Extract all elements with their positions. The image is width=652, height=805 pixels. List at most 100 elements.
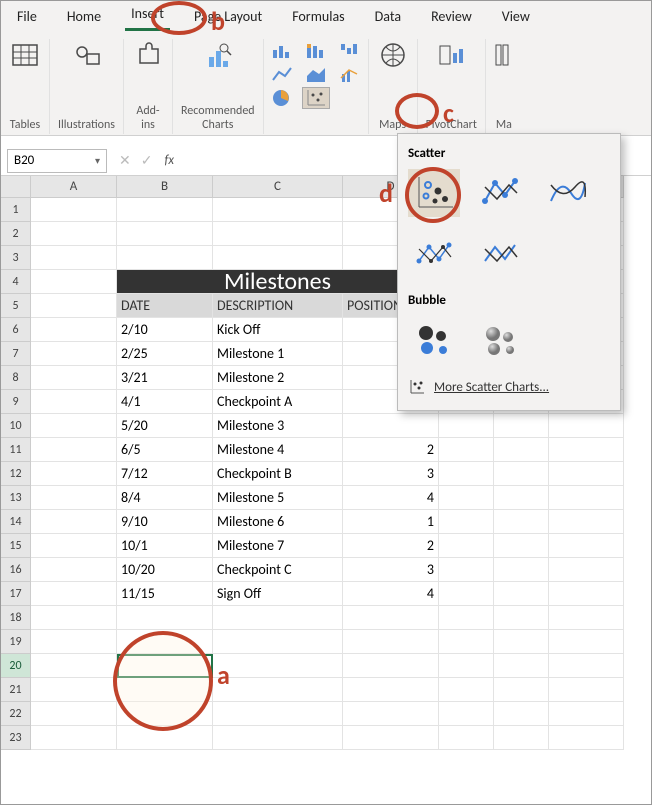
cell[interactable] (117, 198, 213, 222)
row-header[interactable]: 8 (1, 366, 31, 390)
cell[interactable] (31, 366, 117, 390)
table-header[interactable]: DESCRIPTION (213, 294, 343, 318)
cell[interactable] (494, 582, 549, 606)
select-all-corner[interactable] (1, 176, 31, 198)
fx-icon[interactable]: fx (164, 153, 174, 168)
cell[interactable] (549, 582, 624, 606)
cell[interactable]: Checkpoint A (213, 390, 343, 414)
cell[interactable]: 7/12 (117, 462, 213, 486)
ribbon-pivotchart[interactable]: PivotChart (418, 39, 486, 134)
cell[interactable] (213, 606, 343, 630)
cell[interactable] (549, 678, 624, 702)
cell[interactable] (31, 390, 117, 414)
cell[interactable] (494, 462, 549, 486)
menu-page-layout[interactable]: Page Layout (188, 4, 268, 31)
cell[interactable] (343, 702, 439, 726)
cell[interactable] (549, 654, 624, 678)
chart-area-button[interactable] (302, 63, 330, 85)
chart-pie-button[interactable] (268, 87, 296, 109)
cell[interactable]: 4 (343, 486, 439, 510)
ribbon-tables[interactable]: Tables (1, 39, 50, 134)
chart-waterfall-button[interactable] (336, 39, 364, 61)
row-header[interactable]: 14 (1, 510, 31, 534)
cell[interactable]: Milestone 5 (213, 486, 343, 510)
cell[interactable] (439, 534, 494, 558)
cell[interactable] (117, 654, 213, 678)
cell[interactable] (549, 606, 624, 630)
cell[interactable]: 6/5 (117, 438, 213, 462)
cell[interactable] (494, 654, 549, 678)
chart-scatter-button[interactable] (302, 87, 330, 109)
cell[interactable] (213, 222, 343, 246)
row-header[interactable]: 11 (1, 438, 31, 462)
cell[interactable] (439, 726, 494, 750)
row-header[interactable]: 18 (1, 606, 31, 630)
cell[interactable] (494, 558, 549, 582)
cell[interactable] (117, 222, 213, 246)
cell[interactable]: 2 (343, 438, 439, 462)
cell[interactable] (494, 438, 549, 462)
scatter-lines-icon[interactable] (474, 231, 526, 279)
cell[interactable] (117, 630, 213, 654)
ribbon-ma-partial[interactable]: Ma (486, 39, 522, 134)
more-scatter-link[interactable]: More Scatter Charts... (408, 378, 610, 396)
cell[interactable] (343, 654, 439, 678)
cell[interactable]: Checkpoint B (213, 462, 343, 486)
cell[interactable]: 9/10 (117, 510, 213, 534)
cell[interactable] (494, 702, 549, 726)
cell[interactable] (439, 702, 494, 726)
enter-icon[interactable]: ✓ (141, 152, 153, 169)
cell[interactable]: Kick Off (213, 318, 343, 342)
chart-line-button[interactable] (268, 63, 296, 85)
cell[interactable]: 3/21 (117, 366, 213, 390)
cell[interactable]: 4/1 (117, 390, 213, 414)
cell[interactable]: 4 (343, 582, 439, 606)
cell[interactable] (31, 294, 117, 318)
col-header-B[interactable]: B (117, 176, 213, 198)
cell[interactable]: Checkpoint C (213, 558, 343, 582)
menu-data[interactable]: Data (369, 4, 407, 31)
row-header[interactable]: 15 (1, 534, 31, 558)
cell[interactable] (494, 726, 549, 750)
menu-home[interactable]: Home (61, 4, 107, 31)
scatter-lines-markers-icon[interactable] (408, 231, 460, 279)
name-box[interactable]: B20 ▾ (7, 149, 107, 173)
cell[interactable] (213, 678, 343, 702)
cell[interactable] (117, 246, 213, 270)
row-header[interactable]: 5 (1, 294, 31, 318)
cell[interactable] (439, 558, 494, 582)
cell[interactable]: 2/10 (117, 318, 213, 342)
cell[interactable]: Milestone 1 (213, 342, 343, 366)
cell[interactable] (213, 246, 343, 270)
cell[interactable] (549, 486, 624, 510)
cell[interactable] (117, 678, 213, 702)
row-header[interactable]: 1 (1, 198, 31, 222)
cell[interactable] (549, 510, 624, 534)
cell[interactable] (117, 702, 213, 726)
table-header[interactable]: DATE (117, 294, 213, 318)
cell[interactable] (31, 462, 117, 486)
bubble-2d-icon[interactable] (408, 316, 460, 364)
ribbon-illustrations[interactable]: Illustrations (50, 39, 124, 134)
menu-insert[interactable]: Insert (125, 1, 170, 31)
cell[interactable] (439, 510, 494, 534)
cell[interactable]: 8/4 (117, 486, 213, 510)
table-title[interactable]: Milestones (117, 270, 439, 294)
cell[interactable] (31, 318, 117, 342)
cell[interactable] (439, 462, 494, 486)
menu-formulas[interactable]: Formulas (286, 4, 350, 31)
cell[interactable] (343, 630, 439, 654)
cell[interactable] (31, 654, 117, 678)
cell[interactable]: Milestone 2 (213, 366, 343, 390)
row-header[interactable]: 7 (1, 342, 31, 366)
row-header[interactable]: 20 (1, 654, 31, 678)
row-header[interactable]: 21 (1, 678, 31, 702)
cell[interactable] (31, 726, 117, 750)
cell[interactable] (31, 582, 117, 606)
cell[interactable]: Milestone 3 (213, 414, 343, 438)
cell[interactable]: Milestone 4 (213, 438, 343, 462)
cell[interactable] (117, 726, 213, 750)
cell[interactable]: Sign Off (213, 582, 343, 606)
cell[interactable] (31, 678, 117, 702)
cell[interactable] (439, 630, 494, 654)
